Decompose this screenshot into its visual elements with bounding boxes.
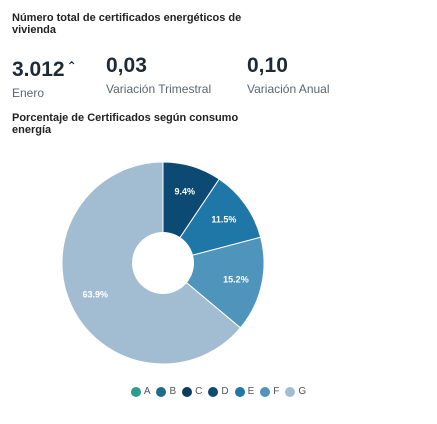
kpi-label: Variación Anual xyxy=(247,82,330,96)
legend-item-d[interactable]: D xyxy=(208,386,229,397)
legend-label: B xyxy=(169,386,177,397)
legend-label: A xyxy=(143,386,151,397)
legend-dot-icon xyxy=(234,386,245,397)
legend-label: E xyxy=(247,386,255,397)
kpi-label: Variación Trimestral xyxy=(106,82,212,96)
donut-hole xyxy=(132,232,194,294)
legend-dot-icon xyxy=(208,386,219,397)
pie-data-label: 63.9% xyxy=(83,290,109,300)
legend-item-g[interactable]: G xyxy=(285,386,306,397)
pie-data-label: 15.2% xyxy=(223,274,249,284)
pie-data-label: 11.5% xyxy=(211,215,236,225)
legend-item-f[interactable]: F xyxy=(260,386,279,397)
kpi-value: 3.012 xyxy=(12,58,65,81)
legend-label: C xyxy=(195,386,203,397)
kpi-section-title: Número total de certificados energéticos… xyxy=(12,12,242,36)
chart-legend: A B C D E F G xyxy=(0,386,437,397)
legend-item-b[interactable]: B xyxy=(156,386,176,397)
legend-dot-icon xyxy=(182,386,193,397)
chart-title: Porcentaje de Certificados según consumo… xyxy=(12,112,239,136)
kpi-total-certificates: 3.012 ⌃ Enero xyxy=(12,54,77,100)
kpi-label: Enero xyxy=(12,86,45,100)
legend-item-c[interactable]: C xyxy=(182,386,202,397)
legend-dot-icon xyxy=(130,386,141,397)
kpi-value: 0,10 xyxy=(247,54,288,77)
donut-chart: 9.4% 11.5% 15.2% 63.9% xyxy=(61,161,265,365)
legend-label: G xyxy=(298,386,307,397)
trend-up-icon: ⌃ xyxy=(66,59,77,73)
pie-data-label: 9.4% xyxy=(174,186,195,196)
legend-label: F xyxy=(273,386,280,397)
kpi-quarterly-variation: 0,03 Variación Trimestral xyxy=(106,54,211,96)
legend-dot-icon xyxy=(285,386,296,397)
legend-label: D xyxy=(221,386,229,397)
legend-item-a[interactable]: A xyxy=(130,386,151,397)
kpi-value: 0,03 xyxy=(106,54,147,77)
legend-item-e[interactable]: E xyxy=(234,386,255,397)
kpi-annual-variation: 0,10 Variación Anual xyxy=(247,54,330,96)
pie-slice-e[interactable] xyxy=(161,178,262,264)
legend-dot-icon xyxy=(156,386,167,397)
legend-dot-icon xyxy=(260,386,271,397)
